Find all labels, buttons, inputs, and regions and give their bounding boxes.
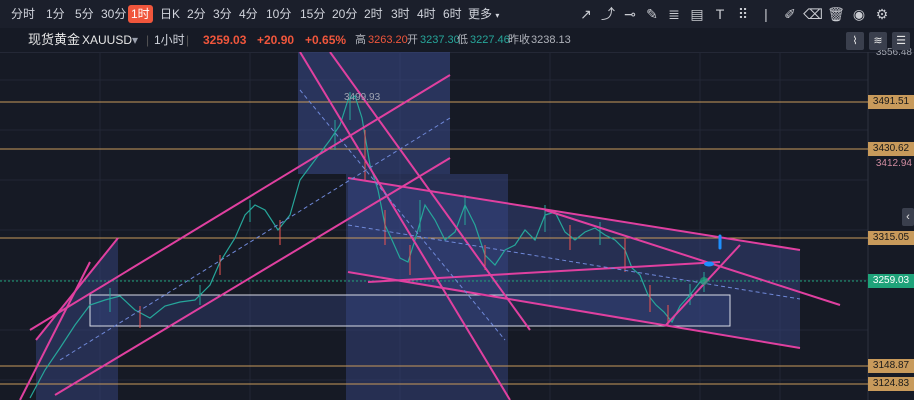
ray-icon[interactable]: ⤴ — [601, 6, 615, 22]
low-label: 低 — [457, 34, 468, 46]
price-label-current: 3259.03 — [868, 274, 914, 288]
tf-3min[interactable]: 3分 — [213, 7, 232, 21]
fibonacci-icon[interactable]: ≣ — [668, 6, 680, 22]
text-icon[interactable]: T — [715, 6, 725, 22]
tf-20min[interactable]: 20分 — [332, 7, 358, 21]
edit-icon[interactable]: ✐ — [784, 6, 796, 22]
tf-15min[interactable]: 15分 — [300, 7, 326, 21]
tf-1min[interactable]: 1分 — [46, 7, 65, 21]
separator: | — [186, 33, 190, 47]
line-icon[interactable]: ↗ — [580, 6, 592, 22]
eye-icon[interactable]: ◉ — [852, 6, 866, 22]
candles — [29, 92, 711, 399]
tf-2hour[interactable]: 2时 — [364, 7, 383, 21]
price-change-pct: +0.65% — [305, 33, 347, 47]
instrument-name[interactable]: 现货黄金 — [28, 32, 81, 47]
tf-30min[interactable]: 30分 — [101, 7, 127, 21]
high-label: 高 — [355, 34, 366, 46]
marker-dot[interactable] — [704, 261, 714, 267]
tf-4min[interactable]: 4分 — [239, 7, 258, 21]
price-label-level-4: 3148.87 — [868, 359, 914, 373]
tf-10min[interactable]: 10分 — [266, 7, 292, 21]
tf-more-label: 更多 — [468, 7, 493, 21]
price-label-level-2: 3430.62 — [868, 142, 914, 156]
zone-rect-mid[interactable] — [346, 174, 508, 400]
high-value: 3263.20 — [368, 34, 408, 46]
pen-icon[interactable]: ✎ — [646, 6, 658, 22]
left-channel-fill[interactable] — [36, 238, 118, 400]
instrument-symbol[interactable]: XAUUSD — [82, 33, 133, 47]
support-box[interactable] — [89, 294, 731, 327]
price-chart[interactable] — [0, 52, 914, 400]
prev-close-value: 3238.13 — [531, 34, 571, 46]
tf-daily[interactable]: 日K — [160, 7, 181, 21]
interval-label[interactable]: 1小时 — [154, 33, 185, 47]
eraser-icon[interactable]: ⌫ — [803, 6, 823, 22]
open-value: 3237.30 — [420, 34, 460, 46]
separator: | — [146, 33, 150, 47]
tf-2min[interactable]: 2分 — [187, 7, 206, 21]
divider: | — [764, 6, 768, 22]
layers-icon[interactable]: ☰ — [892, 32, 910, 50]
measure-icon[interactable]: ▤ — [690, 6, 704, 22]
tf-4hour[interactable]: 4时 — [417, 7, 436, 21]
instrument-info-bar: 现货黄金 XAUUSD ▾ | 1小时 | 3259.03 +20.90 +0.… — [0, 28, 914, 53]
open-label: 开 — [407, 34, 418, 46]
more-grid-icon[interactable]: ⠿ — [737, 6, 749, 22]
settings-icon[interactable]: ⚙ — [875, 6, 889, 22]
price-change: +20.90 — [257, 33, 295, 47]
price-label-level-5: 3124.83 — [868, 377, 914, 391]
indicator-icon[interactable]: ≋ — [869, 32, 887, 50]
tf-fenshi[interactable]: 分时 — [11, 7, 36, 21]
symbol-dropdown-icon[interactable]: ▾ — [132, 33, 139, 47]
chart-type-icon[interactable]: ⌇ — [846, 32, 864, 50]
tf-3hour[interactable]: 3时 — [391, 7, 410, 21]
price-label-level-3: 3315.05 — [868, 231, 914, 245]
price-label-level-2-sub: 3412.94 — [875, 158, 912, 169]
midlines — [59, 89, 801, 361]
price-label-level-1: 3491.51 — [868, 95, 914, 109]
tf-6hour[interactable]: 6时 — [443, 7, 462, 21]
timeframe-toolbar: 分时 1分 5分 30分 1时 日K 2分 3分 4分 10分 15分 20分 … — [0, 0, 914, 29]
tf-more[interactable]: 更多 ▾ — [468, 7, 500, 21]
prev-close-label: 昨收 — [508, 34, 530, 46]
trend-lines[interactable] — [19, 52, 841, 400]
tf-1hour[interactable]: 1时 — [128, 5, 153, 23]
current-price-dot — [700, 277, 708, 285]
tf-5min[interactable]: 5分 — [75, 7, 94, 21]
price-label-top-partial: 3556.48 — [875, 47, 912, 58]
collapse-panel-icon[interactable]: ‹ — [902, 208, 914, 226]
horizontal-line-icon[interactable]: ⊸ — [624, 6, 636, 22]
last-price: 3259.03 — [203, 33, 247, 47]
descending-channel-fill[interactable] — [348, 178, 800, 348]
peak-price-label: 3499.93 — [344, 92, 381, 103]
low-value: 3227.46 — [470, 34, 510, 46]
delete-icon[interactable]: 🗑 — [827, 6, 845, 22]
